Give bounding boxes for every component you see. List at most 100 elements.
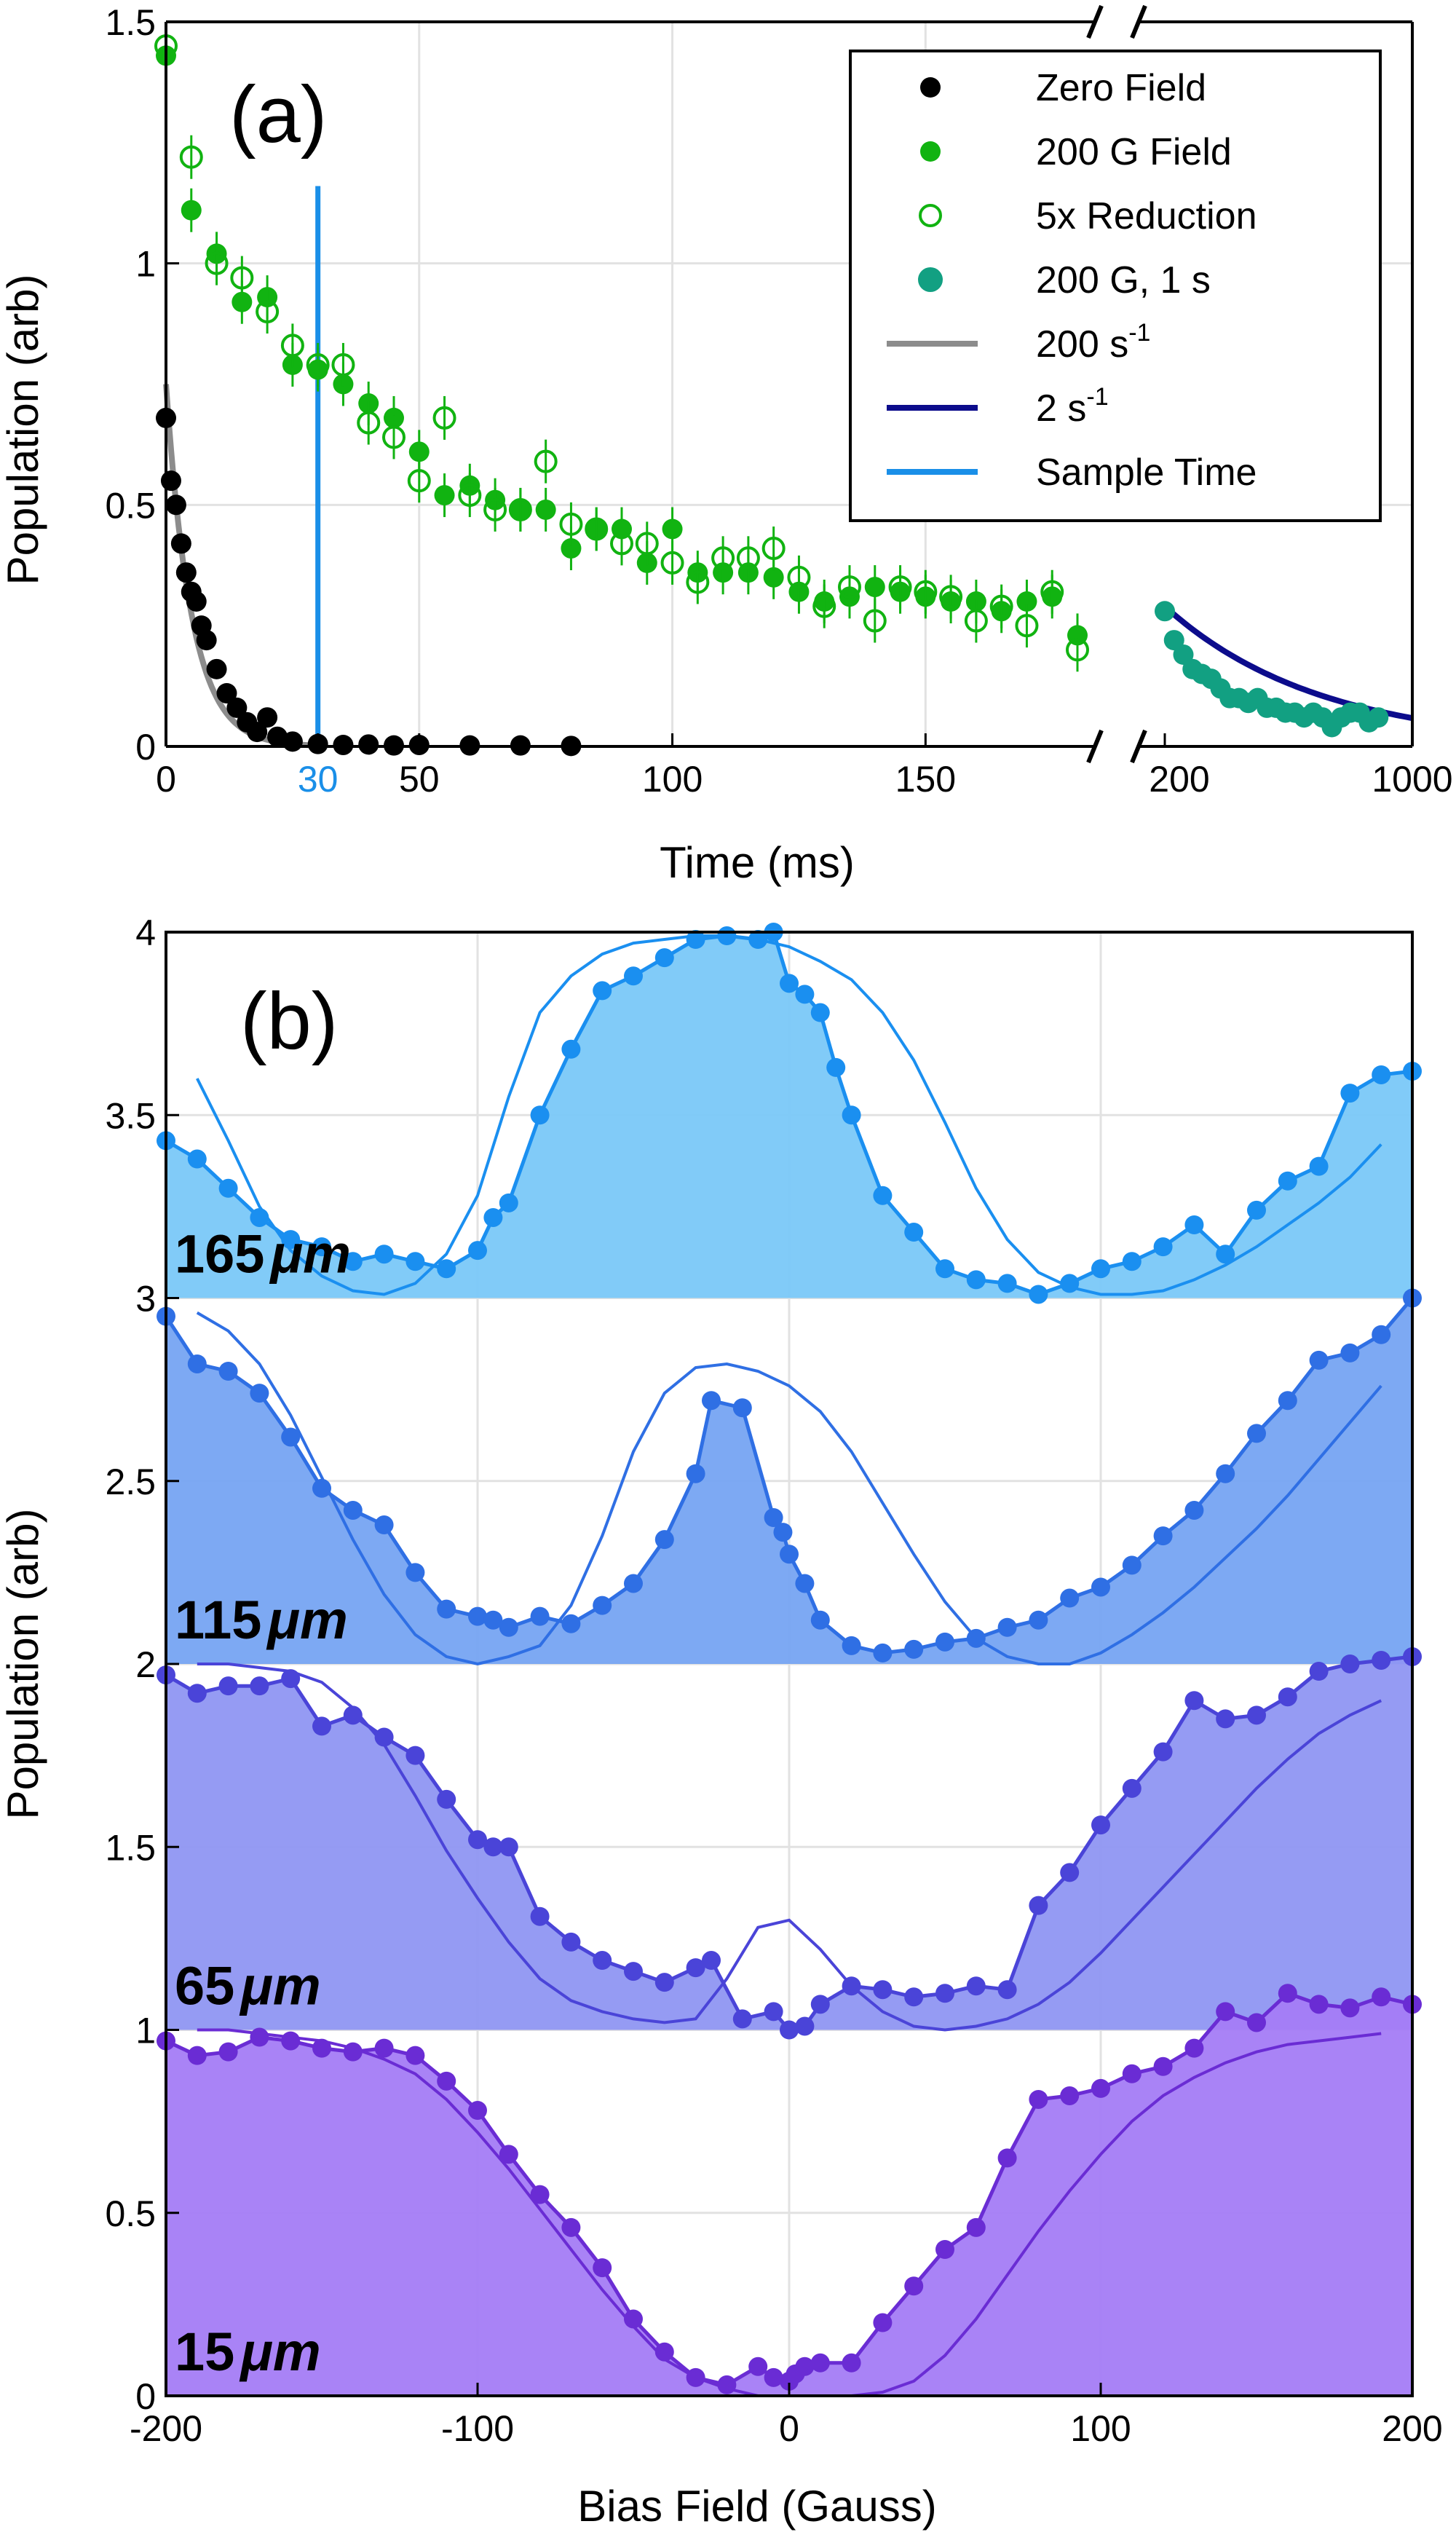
data-point-115um [773, 1523, 793, 1542]
data-point-reduction_5x [483, 497, 507, 521]
data-point-65um [1278, 1687, 1297, 1707]
data-point-15um [405, 2046, 425, 2065]
data-point-65um [624, 1962, 643, 1981]
data-point-65um [530, 1906, 550, 1926]
data-point-zero_field [226, 697, 248, 718]
data-point-65um [593, 1951, 612, 1971]
data-point-165um [1340, 1084, 1360, 1103]
panel-a-axes: 0 0.5 1 1.5 0 30 50 100 150 200 1000 [105, 2, 1452, 800]
panel-b-label: (b) [240, 977, 338, 1066]
data-point-165um [826, 1057, 846, 1077]
data-point-zero_field [186, 591, 207, 612]
legend-label: 200 s-1 [1036, 319, 1150, 366]
data-point-165um [312, 1237, 331, 1257]
data-point-reduction_5x [559, 512, 583, 536]
data-point-zero_field [358, 734, 379, 755]
x-tick-label: 200 [1382, 2408, 1442, 2449]
data-point-65um [281, 1669, 301, 1689]
data-point-165um [483, 1207, 503, 1227]
data-point-165um [187, 1149, 207, 1169]
data-point-reduction_5x [407, 469, 431, 493]
data-point-115um [1184, 1500, 1204, 1520]
data-point-15um [1309, 1995, 1329, 2014]
data-point-15um [1184, 2038, 1204, 2058]
data-point-65um [374, 1727, 394, 1747]
y-tick-label: 2.5 [105, 1462, 156, 1502]
area-fill-115um [166, 1298, 1412, 1664]
data-point-115um [499, 1617, 518, 1637]
data-point-15um [374, 2038, 394, 2058]
data-point-field_200g [864, 577, 885, 598]
data-point-115um [218, 1362, 238, 1381]
data-point-165um [1184, 1215, 1204, 1234]
data-point-65um [1153, 1742, 1173, 1762]
data-point-165um [561, 1039, 581, 1059]
data-point-field_200g [408, 441, 430, 462]
data-point-65um [764, 2002, 783, 2022]
data-point-115um [1372, 1325, 1391, 1344]
data-point-165um [810, 1003, 830, 1022]
series-label-number: 165 [175, 1224, 264, 1285]
data-point-165um [1091, 1259, 1110, 1279]
x-tick-label: -100 [441, 2408, 514, 2449]
data-point-115um [1091, 1577, 1110, 1597]
panel-a: 0 0.5 1 1.5 0 30 50 100 150 200 1000 (a) Zero Fiel… [0, 2, 1453, 887]
data-point-15um [530, 2185, 550, 2204]
fit-curve-165um [196, 934, 1382, 1296]
data-point-15um [1372, 1987, 1391, 2007]
data-point-zero_field [196, 630, 217, 651]
data-point-65um [732, 2009, 752, 2029]
data-point-65um [1122, 1778, 1142, 1798]
data-point-115um [405, 1563, 425, 1582]
data-point-165um [780, 974, 799, 993]
data-point-65um [405, 1746, 425, 1765]
series-label: 15 μm [175, 2322, 321, 2382]
data-point-115um [966, 1628, 986, 1648]
data-point-15um [873, 2313, 893, 2332]
y-tick-label: 3.5 [105, 1095, 156, 1136]
series-label-unit: μm [266, 1590, 347, 1650]
data-point-reduction_5x [331, 352, 355, 376]
data-point-reduction_5x [888, 575, 912, 599]
data-point-115um [732, 1398, 752, 1418]
data-point-65um [873, 1980, 893, 2000]
x-tick-label: 30 [298, 759, 339, 800]
series-label-unit: μm [239, 2322, 320, 2382]
data-point-15um [842, 2353, 861, 2373]
legend-marker [918, 267, 943, 292]
data-point-reduction_5x [686, 570, 710, 594]
x-tick-label: 0 [156, 759, 176, 800]
data-point-reduction_5x [534, 449, 558, 473]
data-point-field_200g [434, 485, 455, 506]
data-point-65um [702, 1951, 721, 1971]
data-point-115um [702, 1391, 721, 1411]
x-tick-label: 0 [779, 2408, 799, 2449]
x-tick-label: 100 [1070, 2408, 1131, 2449]
data-point-15um [1247, 2013, 1266, 2032]
data-point-reduction_5x [1066, 638, 1089, 662]
y-tick-label: 1 [135, 2011, 156, 2051]
data-point-15um [935, 2240, 954, 2259]
x-tick-label: 200 [1149, 759, 1209, 800]
data-point-165um [1029, 1285, 1048, 1304]
x-tick-label: 1000 [1372, 759, 1452, 800]
data-point-115um [795, 1574, 815, 1593]
data-point-zero_field [206, 658, 227, 679]
data-point-115um [250, 1384, 269, 1403]
data-point-field_200g [535, 499, 556, 520]
data-point-field_200g [232, 291, 253, 312]
data-point-65um [904, 1987, 924, 2007]
data-point-65um [686, 1958, 705, 1978]
y-tick-label: 0.5 [105, 2193, 156, 2234]
legend-marker [920, 141, 941, 162]
data-point-115um [904, 1639, 924, 1659]
data-point-115um [654, 1530, 674, 1550]
data-point-field_200g [662, 518, 683, 540]
data-point-65um [1029, 1896, 1048, 1915]
data-point-15um [904, 2276, 924, 2296]
data-point-65um [654, 1973, 674, 1992]
data-point-field_200g [1016, 591, 1037, 612]
data-point-field_200g_1s [1163, 630, 1184, 651]
